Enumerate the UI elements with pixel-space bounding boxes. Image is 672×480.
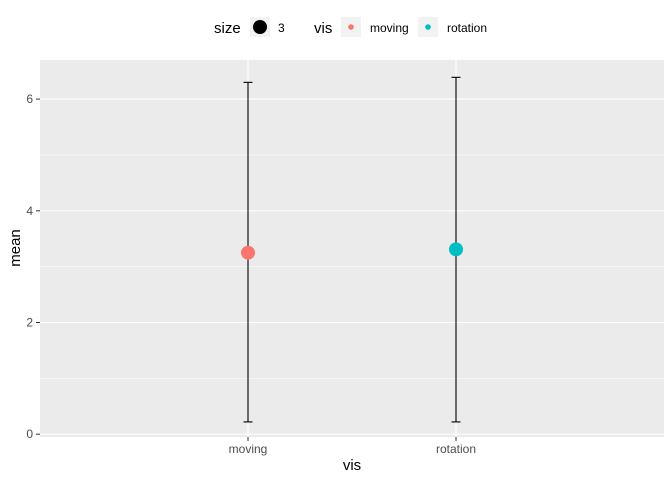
- legend-vis-label-moving: moving: [370, 21, 409, 35]
- y-tick-label: 6: [26, 92, 33, 106]
- point-rotation: [449, 242, 463, 257]
- y-tick-label: 0: [26, 427, 33, 441]
- y-axis-title: mean: [7, 229, 24, 267]
- y-tick-label: 4: [26, 204, 33, 218]
- legend-size-title: size: [214, 20, 241, 37]
- point-moving: [241, 245, 255, 260]
- x-tick-label: rotation: [436, 442, 476, 456]
- x-axis-title: vis: [343, 457, 361, 474]
- axes: 0 2 4 6 moving rotation: [26, 92, 476, 456]
- legend-size-label: 3: [278, 21, 285, 35]
- data-marks: [241, 76, 463, 423]
- legend-size-key: [253, 20, 267, 34]
- legend-vis-label-rotation: rotation: [447, 21, 487, 35]
- x-tick-label: moving: [229, 442, 268, 456]
- legend-vis-key-moving: [348, 24, 354, 30]
- plot-panel: [40, 60, 664, 437]
- legend-vis-title: vis: [314, 20, 332, 37]
- y-tick-label: 2: [26, 316, 33, 330]
- legend-vis-key-rotation: [425, 24, 431, 30]
- legend: size 3 vis moving rotation: [214, 17, 487, 37]
